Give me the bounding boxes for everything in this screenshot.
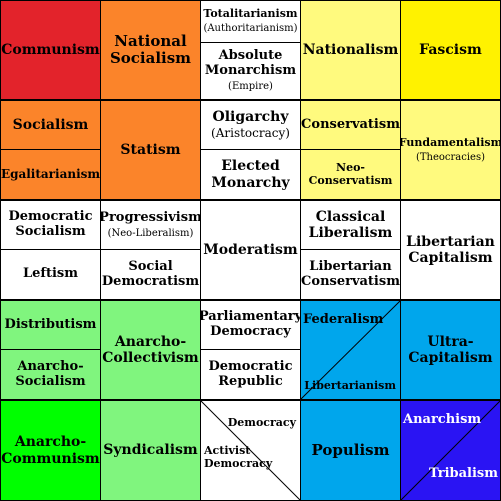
cell-syndicalism: Syndicalism xyxy=(101,401,200,500)
label-tribalism: Tribalism xyxy=(429,466,498,482)
cell-nationalism: Nationalism xyxy=(301,1,400,99)
label-neo-conservatism: Neo-Conservatism xyxy=(308,160,393,187)
label-fascism: Fascism xyxy=(419,41,482,58)
label-oligarchy: Oligarchy xyxy=(212,109,289,126)
cell-elected-monarchy: Elected Monarchy xyxy=(201,150,300,199)
cell-democracy-activist: Democracy Activist Democracy xyxy=(201,401,300,500)
label-aristocracy: (Aristocracy) xyxy=(211,126,290,141)
cell-absolute-monarchism: Absolute Monarchism (Empire) xyxy=(201,43,300,99)
label-anarchism: Anarchism xyxy=(403,412,482,427)
label-classical-liberalism: Classical Liberalism xyxy=(308,208,393,241)
cell-egalitarianism: Egalitarianism xyxy=(1,150,100,199)
label-neo-liberalism: (Neo-Liberalism) xyxy=(107,227,194,239)
diagonal-divider xyxy=(401,401,500,500)
label-socialism: Socialism xyxy=(12,116,89,133)
label-communism: Communism xyxy=(1,41,100,58)
label-syndicalism: Syndicalism xyxy=(103,442,198,459)
cell-anarchism-tribalism: Anarchism Tribalism xyxy=(401,401,500,500)
label-activist-democracy: Activist Democracy xyxy=(204,444,273,470)
cell-ultra-capitalism: Ultra-Capitalism xyxy=(401,301,500,399)
cell-totalitarianism: Totalitarianism (Authoritarianism) xyxy=(201,1,300,42)
label-elected-monarchy: Elected Monarchy xyxy=(211,158,290,191)
label-social-democratism: Social Democratism xyxy=(101,258,200,289)
label-egalitarianism: Egalitarianism xyxy=(1,166,100,181)
cell-parliamentary-democracy: Parliamentary Democracy xyxy=(201,301,300,349)
label-parliamentary-democracy: Parliamentary Democracy xyxy=(201,309,300,339)
cell-populism: Populism xyxy=(301,401,400,500)
label-federalism: Federalism xyxy=(303,312,384,327)
label-theocracies: (Theocracies) xyxy=(415,151,486,163)
label-democracy: Democracy xyxy=(227,416,296,429)
label-anarcho-collectivism: Anarcho-Collectivism xyxy=(102,333,199,366)
label-national-socialism: National Socialism xyxy=(109,31,192,67)
cell-democratic-republic: Democratic Republic xyxy=(201,350,300,399)
label-ultra-capitalism: Ultra-Capitalism xyxy=(408,333,493,366)
cell-distributism: Distributism xyxy=(1,301,100,349)
cell-socialism: Socialism xyxy=(1,101,100,149)
cell-fascism: Fascism xyxy=(401,1,500,99)
cell-progressivism: Progressivism (Neo-Liberalism) xyxy=(101,201,200,249)
label-leftism: Leftism xyxy=(22,266,79,282)
cell-classical-liberalism: Classical Liberalism xyxy=(301,201,400,249)
label-moderatism: Moderatism xyxy=(203,241,298,258)
cell-libertarian-conservatism: Libertarian Conservatism xyxy=(301,250,400,299)
label-populism: Populism xyxy=(311,440,390,459)
label-libertarian-capitalism: Libertarian Capitalism xyxy=(406,233,495,266)
cell-leftism: Leftism xyxy=(1,250,100,299)
label-conservatism: Conservatism xyxy=(301,116,400,132)
cell-communism: Communism xyxy=(1,1,100,99)
label-nationalism: Nationalism xyxy=(302,41,399,58)
label-anarcho-communism: Anarcho-Communism xyxy=(1,434,100,467)
label-distributism: Distributism xyxy=(4,316,97,332)
diagonal-divider xyxy=(301,301,400,399)
label-democratic-republic: Democratic Republic xyxy=(208,358,293,389)
label-libertarianism: Libertarianism xyxy=(304,379,396,393)
label-democratic-socialism: Democratic Socialism xyxy=(8,209,93,239)
label-absolute-monarchism: Absolute Monarchism xyxy=(204,48,297,79)
cell-conservatism: Conservatism xyxy=(301,101,400,149)
label-authoritarianism: (Authoritarianism) xyxy=(203,23,298,35)
cell-social-democratism: Social Democratism xyxy=(101,250,200,299)
label-empire: (Empire) xyxy=(228,81,273,93)
cell-statism: Statism xyxy=(101,101,200,199)
cell-fundamentalism: Fundamentalism (Theocracies) xyxy=(401,101,500,199)
diagonal-divider xyxy=(201,401,300,500)
cell-democratic-socialism: Democratic Socialism xyxy=(1,201,100,249)
label-anarcho-socialism: Anarcho-Socialism xyxy=(15,358,86,389)
label-libertarian-conservatism: Libertarian Conservatism xyxy=(301,258,400,289)
cell-federalism-libertarianism: Federalism Libertarianism xyxy=(301,301,400,399)
label-progressivism: Progressivism xyxy=(101,209,200,225)
label-fundamentalism: Fundamentalism xyxy=(401,135,500,149)
cell-anarcho-collectivism: Anarcho-Collectivism xyxy=(101,301,200,399)
cell-moderatism: Moderatism xyxy=(201,201,300,299)
cell-anarcho-communism: Anarcho-Communism xyxy=(1,401,100,500)
cell-oligarchy: Oligarchy (Aristocracy) xyxy=(201,101,300,149)
cell-neo-conservatism: Neo-Conservatism xyxy=(301,150,400,199)
cell-anarcho-socialism: Anarcho-Socialism xyxy=(1,350,100,399)
label-totalitarianism: Totalitarianism xyxy=(203,7,298,21)
cell-libertarian-capitalism: Libertarian Capitalism xyxy=(401,201,500,299)
label-statism: Statism xyxy=(120,141,181,158)
cell-national-socialism: National Socialism xyxy=(101,1,200,99)
